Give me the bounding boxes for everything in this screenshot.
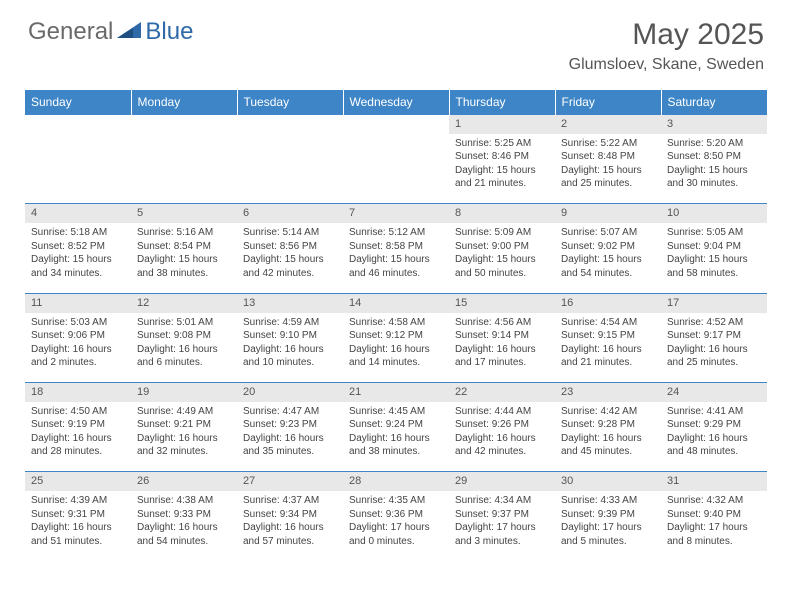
day-number-cell: 30	[555, 472, 661, 491]
day-number-cell: 31	[661, 472, 767, 491]
day-number-cell: 5	[131, 204, 237, 223]
day-number-cell: 22	[449, 383, 555, 402]
day-detail-cell: Sunrise: 5:22 AMSunset: 8:48 PMDaylight:…	[555, 134, 661, 204]
day-number-cell	[343, 115, 449, 134]
daynum-row: 18192021222324	[25, 383, 767, 402]
daynum-row: 11121314151617	[25, 293, 767, 312]
day-detail-cell: Sunrise: 4:41 AMSunset: 9:29 PMDaylight:…	[661, 402, 767, 472]
day-detail-cell: Sunrise: 4:47 AMSunset: 9:23 PMDaylight:…	[237, 402, 343, 472]
day-number-cell: 19	[131, 383, 237, 402]
weekday-header: Thursday	[449, 90, 555, 115]
daynum-row: 25262728293031	[25, 472, 767, 491]
day-detail-cell: Sunrise: 5:20 AMSunset: 8:50 PMDaylight:…	[661, 134, 767, 204]
day-number-cell: 15	[449, 293, 555, 312]
day-number-cell: 23	[555, 383, 661, 402]
day-number-cell: 21	[343, 383, 449, 402]
month-title: May 2025	[569, 18, 764, 52]
day-detail-cell: Sunrise: 5:03 AMSunset: 9:06 PMDaylight:…	[25, 313, 131, 383]
day-detail-cell: Sunrise: 4:38 AMSunset: 9:33 PMDaylight:…	[131, 491, 237, 561]
day-detail-cell: Sunrise: 5:05 AMSunset: 9:04 PMDaylight:…	[661, 223, 767, 293]
title-block: May 2025 Glumsloev, Skane, Sweden	[569, 18, 764, 74]
day-number-cell	[237, 115, 343, 134]
day-number-cell: 6	[237, 204, 343, 223]
day-detail-cell: Sunrise: 5:18 AMSunset: 8:52 PMDaylight:…	[25, 223, 131, 293]
weekday-header: Tuesday	[237, 90, 343, 115]
day-number-cell: 13	[237, 293, 343, 312]
day-detail-cell	[343, 134, 449, 204]
day-detail-cell: Sunrise: 4:59 AMSunset: 9:10 PMDaylight:…	[237, 313, 343, 383]
day-detail-cell: Sunrise: 4:33 AMSunset: 9:39 PMDaylight:…	[555, 491, 661, 561]
weekday-header: Wednesday	[343, 90, 449, 115]
brand-logo: General Blue	[28, 18, 193, 46]
day-number-cell: 3	[661, 115, 767, 134]
day-detail-cell: Sunrise: 4:50 AMSunset: 9:19 PMDaylight:…	[25, 402, 131, 472]
day-number-cell: 27	[237, 472, 343, 491]
brand-part1: General	[28, 18, 113, 46]
day-detail-cell: Sunrise: 4:49 AMSunset: 9:21 PMDaylight:…	[131, 402, 237, 472]
day-detail-cell	[131, 134, 237, 204]
day-detail-cell: Sunrise: 4:37 AMSunset: 9:34 PMDaylight:…	[237, 491, 343, 561]
day-detail-cell: Sunrise: 4:35 AMSunset: 9:36 PMDaylight:…	[343, 491, 449, 561]
logo-icon	[117, 20, 143, 45]
day-number-cell: 17	[661, 293, 767, 312]
day-number-cell: 26	[131, 472, 237, 491]
day-detail-cell: Sunrise: 5:12 AMSunset: 8:58 PMDaylight:…	[343, 223, 449, 293]
day-detail-cell	[237, 134, 343, 204]
day-detail-cell: Sunrise: 4:45 AMSunset: 9:24 PMDaylight:…	[343, 402, 449, 472]
weekday-header: Saturday	[661, 90, 767, 115]
day-number-cell: 7	[343, 204, 449, 223]
day-detail-cell: Sunrise: 4:58 AMSunset: 9:12 PMDaylight:…	[343, 313, 449, 383]
day-number-cell	[131, 115, 237, 134]
detail-row: Sunrise: 5:18 AMSunset: 8:52 PMDaylight:…	[25, 223, 767, 293]
day-detail-cell: Sunrise: 5:09 AMSunset: 9:00 PMDaylight:…	[449, 223, 555, 293]
day-number-cell: 28	[343, 472, 449, 491]
day-number-cell: 4	[25, 204, 131, 223]
page-header: General Blue May 2025 Glumsloev, Skane, …	[0, 0, 792, 82]
day-detail-cell	[25, 134, 131, 204]
day-number-cell: 25	[25, 472, 131, 491]
day-number-cell: 2	[555, 115, 661, 134]
weekday-header: Friday	[555, 90, 661, 115]
day-number-cell: 11	[25, 293, 131, 312]
day-detail-cell: Sunrise: 5:07 AMSunset: 9:02 PMDaylight:…	[555, 223, 661, 293]
day-number-cell: 14	[343, 293, 449, 312]
weekday-header: Sunday	[25, 90, 131, 115]
detail-row: Sunrise: 5:03 AMSunset: 9:06 PMDaylight:…	[25, 313, 767, 383]
day-detail-cell: Sunrise: 4:32 AMSunset: 9:40 PMDaylight:…	[661, 491, 767, 561]
day-detail-cell: Sunrise: 5:14 AMSunset: 8:56 PMDaylight:…	[237, 223, 343, 293]
day-number-cell: 24	[661, 383, 767, 402]
day-number-cell: 9	[555, 204, 661, 223]
weekday-header: Monday	[131, 90, 237, 115]
detail-row: Sunrise: 5:25 AMSunset: 8:46 PMDaylight:…	[25, 134, 767, 204]
daynum-row: 45678910	[25, 204, 767, 223]
day-detail-cell: Sunrise: 5:01 AMSunset: 9:08 PMDaylight:…	[131, 313, 237, 383]
day-detail-cell: Sunrise: 4:34 AMSunset: 9:37 PMDaylight:…	[449, 491, 555, 561]
calendar-table: SundayMondayTuesdayWednesdayThursdayFrid…	[25, 90, 767, 561]
day-detail-cell: Sunrise: 4:54 AMSunset: 9:15 PMDaylight:…	[555, 313, 661, 383]
weekday-row: SundayMondayTuesdayWednesdayThursdayFrid…	[25, 90, 767, 115]
day-detail-cell: Sunrise: 4:42 AMSunset: 9:28 PMDaylight:…	[555, 402, 661, 472]
detail-row: Sunrise: 4:39 AMSunset: 9:31 PMDaylight:…	[25, 491, 767, 561]
day-detail-cell: Sunrise: 4:44 AMSunset: 9:26 PMDaylight:…	[449, 402, 555, 472]
calendar-head: SundayMondayTuesdayWednesdayThursdayFrid…	[25, 90, 767, 115]
day-number-cell: 20	[237, 383, 343, 402]
day-number-cell: 16	[555, 293, 661, 312]
day-detail-cell: Sunrise: 4:39 AMSunset: 9:31 PMDaylight:…	[25, 491, 131, 561]
location-text: Glumsloev, Skane, Sweden	[569, 56, 764, 74]
day-number-cell: 12	[131, 293, 237, 312]
day-detail-cell: Sunrise: 5:25 AMSunset: 8:46 PMDaylight:…	[449, 134, 555, 204]
detail-row: Sunrise: 4:50 AMSunset: 9:19 PMDaylight:…	[25, 402, 767, 472]
day-number-cell: 1	[449, 115, 555, 134]
day-number-cell: 8	[449, 204, 555, 223]
daynum-row: 123	[25, 115, 767, 134]
day-detail-cell: Sunrise: 5:16 AMSunset: 8:54 PMDaylight:…	[131, 223, 237, 293]
day-number-cell: 10	[661, 204, 767, 223]
day-detail-cell: Sunrise: 4:52 AMSunset: 9:17 PMDaylight:…	[661, 313, 767, 383]
day-number-cell: 18	[25, 383, 131, 402]
brand-part2: Blue	[145, 18, 193, 46]
day-number-cell	[25, 115, 131, 134]
calendar-body: 123Sunrise: 5:25 AMSunset: 8:46 PMDaylig…	[25, 115, 767, 562]
day-number-cell: 29	[449, 472, 555, 491]
day-detail-cell: Sunrise: 4:56 AMSunset: 9:14 PMDaylight:…	[449, 313, 555, 383]
